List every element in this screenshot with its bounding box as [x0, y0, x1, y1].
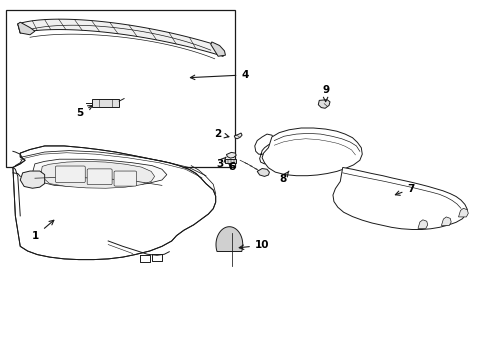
- Bar: [5, 10, 235, 167]
- FancyBboxPatch shape: [114, 171, 137, 186]
- Polygon shape: [226, 152, 236, 158]
- Text: 5: 5: [76, 105, 93, 118]
- Polygon shape: [333, 167, 467, 229]
- Text: 3: 3: [216, 157, 226, 169]
- Polygon shape: [234, 133, 242, 139]
- Polygon shape: [441, 217, 451, 226]
- Bar: [92, 99, 119, 107]
- Polygon shape: [216, 227, 243, 252]
- FancyBboxPatch shape: [87, 169, 112, 185]
- Text: 2: 2: [215, 129, 229, 139]
- FancyBboxPatch shape: [55, 166, 85, 183]
- Polygon shape: [18, 22, 35, 35]
- Polygon shape: [41, 161, 155, 188]
- Text: 4: 4: [191, 70, 249, 80]
- Polygon shape: [18, 19, 223, 56]
- Polygon shape: [20, 171, 45, 188]
- Polygon shape: [13, 146, 216, 260]
- Text: 7: 7: [395, 184, 415, 195]
- Text: 6: 6: [229, 162, 236, 172]
- Polygon shape: [257, 168, 270, 176]
- Text: 10: 10: [239, 240, 270, 250]
- Bar: [225, 159, 236, 163]
- Polygon shape: [318, 100, 330, 108]
- Text: 1: 1: [32, 220, 54, 240]
- Polygon shape: [211, 42, 225, 56]
- Polygon shape: [262, 128, 362, 176]
- Polygon shape: [32, 159, 167, 187]
- Text: 9: 9: [322, 85, 329, 102]
- Polygon shape: [255, 134, 274, 164]
- Text: 8: 8: [279, 171, 289, 184]
- Polygon shape: [418, 220, 428, 228]
- Polygon shape: [459, 208, 468, 217]
